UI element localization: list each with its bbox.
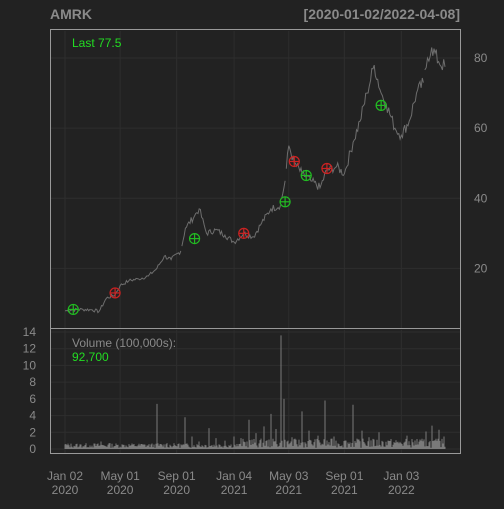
price-y-tick-label: 60	[474, 121, 488, 135]
price-y-tick-label: 20	[474, 261, 488, 275]
volume-y-tick-label: 4	[29, 409, 36, 423]
volume-y-tick-label: 12	[23, 342, 37, 356]
x-tick-label-year: 2020	[163, 483, 190, 497]
x-tick-label-year: 2022	[388, 483, 415, 497]
volume-label: Volume (100,000s):	[72, 336, 176, 350]
price-grid	[51, 31, 460, 328]
price-y-axis: 20 40 60 80	[474, 51, 488, 275]
volume-panel	[50, 328, 461, 454]
chart-date-range: [2020-01-02/2022-04-08]	[304, 6, 460, 22]
x-tick-label-year: 2020	[107, 483, 134, 497]
sell-signal-marker	[321, 162, 333, 175]
last-price-label: Last 77.5	[72, 36, 122, 50]
trade-markers-group	[67, 99, 387, 316]
x-tick-label-date: Sep 01	[158, 469, 196, 483]
x-tick-label-year: 2021	[275, 483, 302, 497]
buy-signal-marker	[279, 196, 291, 208]
x-tick-label-date: Jan 03	[383, 469, 419, 483]
x-tick-label-date: Sep 01	[325, 469, 363, 483]
volume-y-tick-label: 6	[29, 392, 36, 406]
buy-signal-marker	[188, 233, 201, 245]
buy-signal-marker	[67, 303, 79, 316]
price-y-tick-label: 80	[474, 51, 488, 65]
buy-signal-marker	[375, 99, 387, 111]
x-tick-label-date: Jan 04	[216, 469, 252, 483]
price-panel	[50, 29, 461, 329]
x-tick-label-date: May 03	[269, 469, 309, 483]
volume-y-tick-label: 2	[29, 425, 36, 439]
x-tick-label-date: May 01	[100, 469, 140, 483]
chart-symbol-title: AMRK	[50, 6, 92, 22]
volume-y-axis: 0 2 4 6 8 10 12 14	[23, 325, 37, 456]
volume-y-tick-label: 8	[29, 375, 36, 389]
price-series-group	[64, 47, 446, 314]
volume-value: 92,700	[72, 350, 109, 364]
volume-y-tick-label: 10	[23, 358, 37, 372]
price-y-tick-label: 40	[474, 191, 488, 205]
sell-signal-marker	[288, 155, 300, 168]
x-tick-label-year: 2020	[52, 483, 79, 497]
volume-y-tick-label: 14	[23, 325, 37, 339]
sell-signal-marker	[238, 227, 250, 239]
x-tick-label-year: 2021	[331, 483, 358, 497]
volume-bars-group	[64, 335, 446, 449]
x-tick-label-year: 2021	[221, 483, 248, 497]
price-series-line	[64, 47, 446, 314]
buy-signal-marker	[300, 169, 312, 182]
x-tick-label-date: Jan 02	[47, 469, 83, 483]
volume-y-tick-label: 0	[29, 442, 36, 456]
sell-signal-marker	[109, 287, 121, 299]
